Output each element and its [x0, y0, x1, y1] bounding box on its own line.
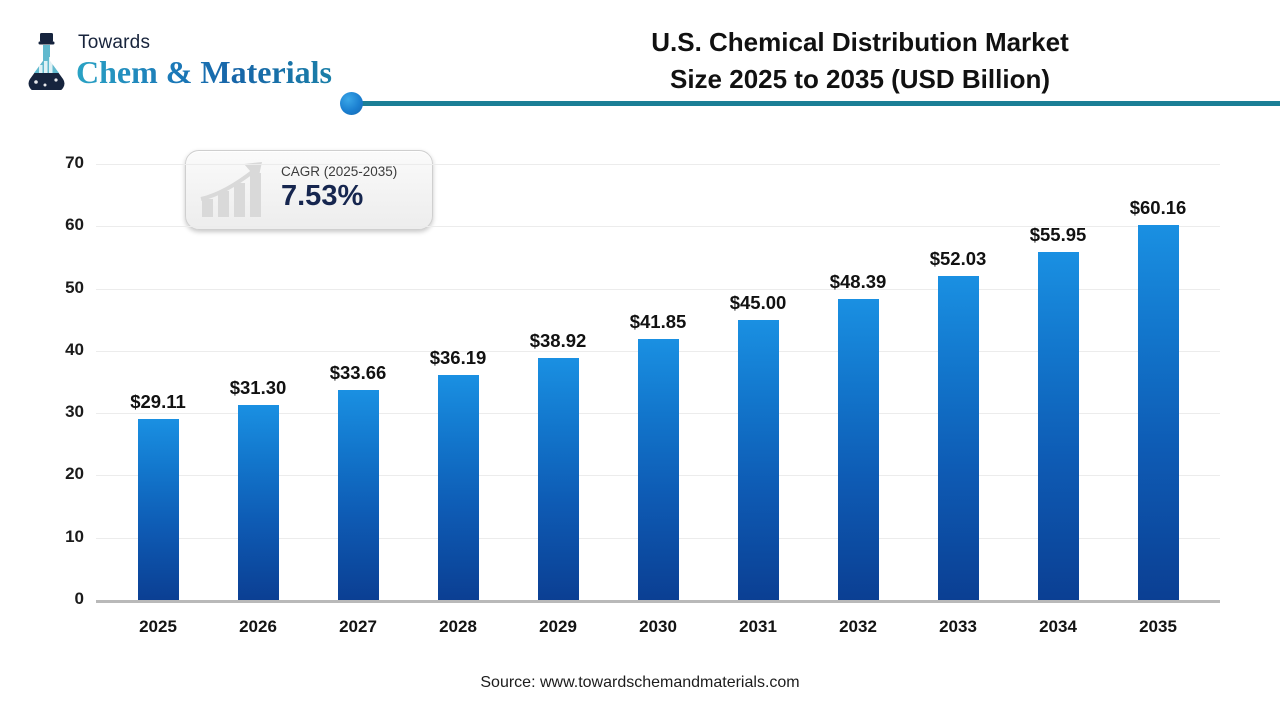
y-axis-tick-label: 50 [65, 277, 84, 297]
source-note: Source: www.towardschemandmaterials.com [480, 674, 800, 691]
bar-value-label: $45.00 [729, 291, 787, 313]
page-title-line2: Size 2025 to 2035 (USD Billion) [669, 63, 1050, 94]
cagr-value: 7.53% [281, 180, 364, 212]
y-axis-tick-label: 70 [65, 153, 84, 172]
x-axis-tick-label: 2027 [339, 617, 377, 636]
page-title: U.S. Chemical Distribution Market Size 2… [460, 24, 1260, 98]
header-divider-dot-icon [340, 92, 363, 115]
x-axis-tick-label: 2031 [739, 617, 777, 636]
x-axis-tick-label: 2034 [1039, 617, 1077, 636]
bar[interactable] [237, 405, 279, 600]
x-axis-tick-label: 2025 [139, 617, 177, 636]
bar[interactable] [637, 339, 679, 600]
bar[interactable] [1137, 225, 1179, 600]
y-axis-tick-label: 40 [65, 339, 84, 359]
gridline [96, 226, 1220, 228]
bar-value-label: $60.16 [1129, 197, 1187, 219]
cagr-label: CAGR (2025-2035) [281, 164, 398, 179]
x-axis-tick-label: 2035 [1139, 617, 1177, 636]
brand-logo: Towards Chem & Materials [18, 28, 358, 96]
bar[interactable] [437, 374, 479, 600]
bar-value-label: $36.19 [429, 346, 487, 368]
x-axis-tick-label: 2030 [639, 617, 677, 636]
bar-value-label: $41.85 [629, 311, 687, 333]
bar[interactable] [837, 298, 879, 600]
logo-top-text: Towards [78, 32, 151, 53]
bar[interactable] [1037, 251, 1079, 600]
bar-value-label: $38.92 [529, 329, 587, 351]
x-axis-tick-label: 2033 [939, 617, 977, 636]
y-axis-tick-label: 10 [65, 526, 84, 546]
flask-bar-chart-icon [28, 33, 65, 90]
bar-value-label: $55.95 [1029, 223, 1087, 245]
bar-value-label: $31.30 [229, 377, 287, 399]
bar[interactable] [937, 275, 979, 600]
bar[interactable] [337, 390, 379, 600]
x-axis-tick-label: 2032 [839, 617, 877, 636]
bar[interactable] [737, 319, 779, 600]
bar-value-label: $52.03 [929, 247, 987, 269]
header-divider [352, 101, 1280, 106]
x-axis-tick-label: 2026 [239, 617, 277, 636]
bar[interactable] [137, 418, 179, 600]
bar[interactable] [537, 357, 579, 600]
bar-value-label: $29.11 [130, 390, 186, 412]
y-axis-tick-label: 60 [65, 215, 84, 235]
bar-value-label: $33.66 [329, 362, 387, 384]
x-axis-line [96, 600, 1220, 603]
y-axis-tick-label: 30 [65, 402, 84, 422]
gridline [96, 288, 1220, 290]
logo-main-text: Chem & Materials [76, 54, 332, 90]
gridline [96, 164, 1220, 165]
x-axis-tick-label: 2029 [539, 617, 577, 636]
bar-value-label: $48.39 [829, 270, 887, 292]
growth-bar-chart-icon [200, 162, 262, 217]
y-axis-tick-label: 0 [74, 589, 84, 608]
x-axis-tick-label: 2028 [439, 617, 477, 636]
cagr-badge: CAGR (2025-2035) 7.53% [185, 150, 433, 230]
page-title-line1: U.S. Chemical Distribution Market [651, 27, 1069, 57]
y-axis-tick-label: 20 [65, 464, 84, 484]
